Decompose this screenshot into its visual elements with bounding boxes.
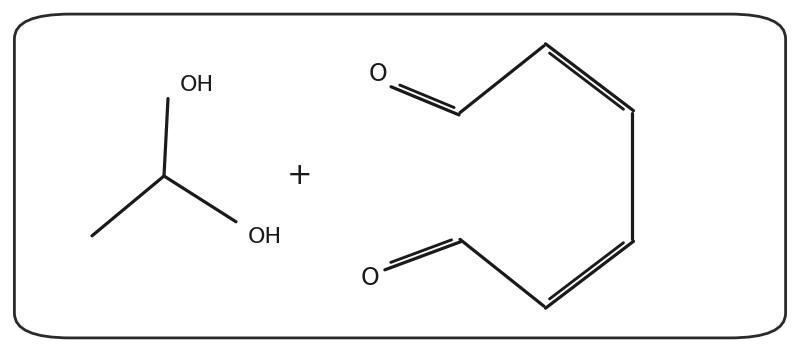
Text: O: O [368, 62, 387, 86]
FancyBboxPatch shape [14, 14, 786, 338]
Text: OH: OH [248, 227, 282, 247]
Text: O: O [360, 266, 379, 290]
Text: +: + [287, 162, 313, 190]
Text: OH: OH [180, 75, 214, 95]
